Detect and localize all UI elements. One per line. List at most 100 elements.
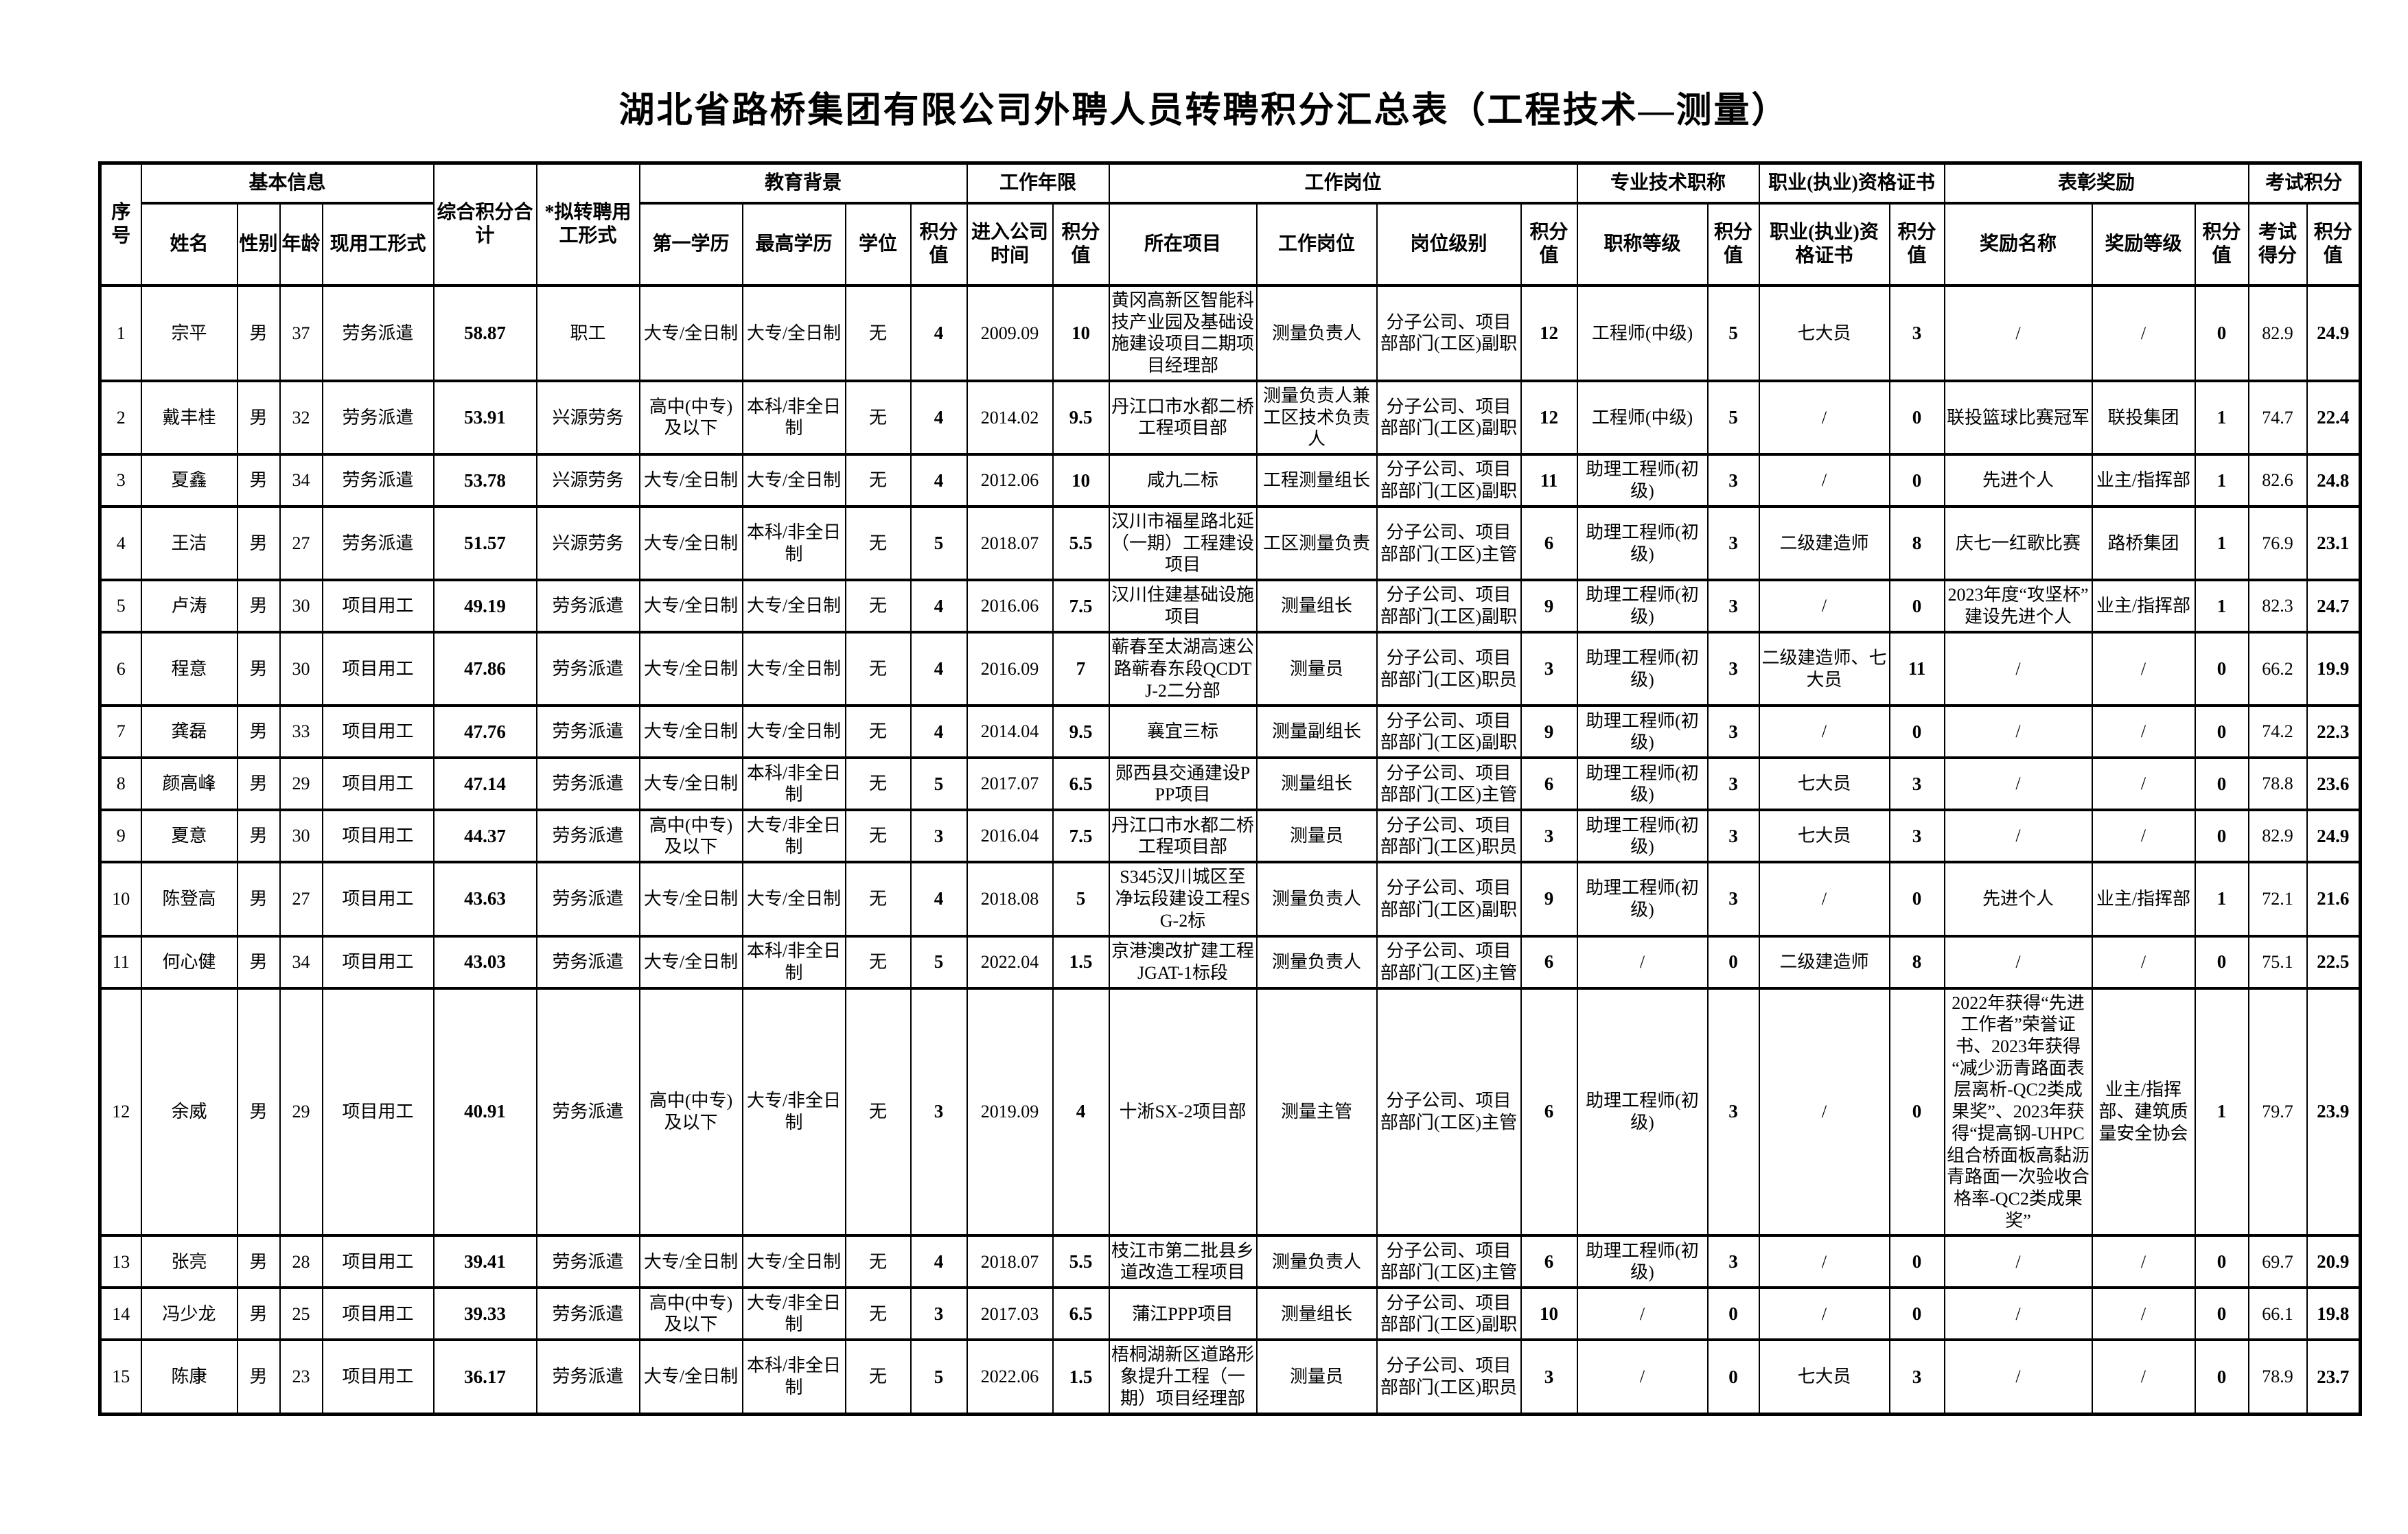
table-cell: 七大员 xyxy=(1758,756,1890,812)
table-cell: 项目用工 xyxy=(321,579,435,634)
table-cell: 58.87 xyxy=(432,284,537,382)
table-cell: 助理工程师(初级) xyxy=(1576,505,1709,582)
table-cell: 大专/全日制 xyxy=(638,934,743,990)
table-cell: 无 xyxy=(844,986,912,1237)
table-cell: 76.9 xyxy=(2247,505,2308,582)
table-cell: / xyxy=(1758,579,1890,634)
table-cell: 余威 xyxy=(140,986,238,1237)
table-cell: 大专/非全日制 xyxy=(741,1286,846,1342)
table-cell: 9 xyxy=(99,809,142,864)
column-header: 进入公司时间 xyxy=(966,202,1054,287)
table-cell: 53.78 xyxy=(432,453,537,509)
table-cell: 测量组长 xyxy=(1255,756,1378,812)
table-cell: 张亮 xyxy=(140,1234,238,1290)
table-cell: 3 xyxy=(1520,631,1578,708)
table-cell: 0 xyxy=(1888,453,1945,509)
table-cell: 业主/指挥部 xyxy=(2091,453,2196,509)
table-cell: 分子公司、项目部部门(工区)副职 xyxy=(1376,379,1522,456)
table-cell: 劳务派遣 xyxy=(535,1286,640,1342)
header-group-row: 序号 基本信息 综合积分合计 *拟转聘用工形式 教育背景 工作年限 工作岗位 专业技术职称 职业… xyxy=(99,161,2361,287)
table-cell: 二级建造师 xyxy=(1758,934,1890,990)
table-cell: 七大员 xyxy=(1758,809,1890,864)
table-cell: 本科/非全日制 xyxy=(741,379,846,456)
table-cell: 19.9 xyxy=(2306,631,2361,708)
table-cell: 分子公司、项目部部门(工区)副职 xyxy=(1376,284,1522,382)
table-cell: 5.5 xyxy=(1052,505,1110,582)
table-cell: 20.9 xyxy=(2306,1234,2361,1290)
table-cell: / xyxy=(1943,704,2093,760)
table-cell: 2016.09 xyxy=(966,631,1054,708)
table-cell: 无 xyxy=(844,379,912,456)
table-cell: 78.8 xyxy=(2247,756,2308,812)
table-cell: 劳务派遣 xyxy=(535,704,640,760)
table-cell: 王洁 xyxy=(140,505,238,582)
table-cell: 82.6 xyxy=(2247,453,2308,509)
table-cell: 测量负责人兼工区技术负责人 xyxy=(1255,379,1378,456)
table-cell: 2014.04 xyxy=(966,704,1054,760)
table-cell: 6.5 xyxy=(1052,756,1110,812)
table-cell: 大专/全日制 xyxy=(741,453,846,509)
table-cell: 3 xyxy=(1706,704,1760,760)
table-cell: 项目用工 xyxy=(321,756,435,812)
table-body: 1 宗平男 37 劳务派遣 58.87 职工 大专/全日制 大专/全日制无 4 2009.09 10… xyxy=(99,284,2361,1416)
table-cell: 8 xyxy=(99,756,142,812)
table-cell: 3 xyxy=(1888,756,1945,812)
table-cell: 无 xyxy=(844,579,912,634)
table-cell: 无 xyxy=(844,505,912,582)
table-cell: 3 xyxy=(1706,861,1760,938)
table-cell: 78.9 xyxy=(2247,1338,2308,1416)
table-row: 14 冯少龙男 25 项目用工 39.33 劳务派遣 高中(中专)及以下 大专/非全日制无 3 2… xyxy=(99,1286,2361,1342)
column-group-header: 职业(执业)资格证书 xyxy=(1758,161,1945,205)
table-cell: 34 xyxy=(279,934,323,990)
table-cell: 2019.09 xyxy=(966,986,1054,1237)
table-cell: / xyxy=(2091,1234,2196,1290)
table-cell: 梧桐湖新区道路形象提升工程（一期）项目经理部 xyxy=(1108,1338,1258,1416)
table-cell: 47.14 xyxy=(432,756,537,812)
table-cell: 男 xyxy=(236,284,281,382)
table-cell: 职工 xyxy=(535,284,640,382)
column-group-header: 专业技术职称 xyxy=(1576,161,1760,205)
table-cell: 助理工程师(初级) xyxy=(1576,809,1709,864)
table-cell: 劳务派遣 xyxy=(321,284,435,382)
table-cell: 27 xyxy=(279,861,323,938)
table-cell: 本科/非全日制 xyxy=(741,934,846,990)
table-cell: 分子公司、项目部部门(工区)副职 xyxy=(1376,579,1522,634)
table-cell: 29 xyxy=(279,756,323,812)
table-cell: 襄宜三标 xyxy=(1108,704,1258,760)
table-cell: 1 xyxy=(2194,861,2249,938)
table-cell: 3 xyxy=(1520,809,1578,864)
table-cell: / xyxy=(1576,1338,1709,1416)
table-cell: 无 xyxy=(844,1286,912,1342)
column-header: 积分值 xyxy=(1706,202,1760,287)
table-cell: 分子公司、项目部部门(工区)主管 xyxy=(1376,1234,1522,1290)
table-cell: 郧西县交通建设PPP项目 xyxy=(1108,756,1258,812)
table-cell: 本科/非全日制 xyxy=(741,756,846,812)
table-cell: 高中(中专)及以下 xyxy=(638,379,743,456)
table-cell: 高中(中专)及以下 xyxy=(638,1286,743,1342)
table-cell: 0 xyxy=(2194,756,2249,812)
table-cell: 43.63 xyxy=(432,861,537,938)
table-cell: 3 xyxy=(1888,284,1945,382)
table-cell: 30 xyxy=(279,579,323,634)
table-cell: / xyxy=(1758,1234,1890,1290)
column-header: 工作岗位 xyxy=(1255,202,1378,287)
table-row: 12 余威男 29 项目用工 40.91 劳务派遣 高中(中专)及以下 大专/非全日制无 3 20… xyxy=(99,986,2361,1237)
table-cell: 大专/全日制 xyxy=(638,756,743,812)
column-group-header: 综合积分合计 xyxy=(432,161,537,287)
table-cell: 0 xyxy=(2194,704,2249,760)
table-cell: 项目用工 xyxy=(321,1338,435,1416)
table-cell: / xyxy=(1943,1338,2093,1416)
table-cell: 0 xyxy=(1706,934,1760,990)
table-cell: S345汉川城区至净坛段建设工程SG-2标 xyxy=(1108,861,1258,938)
column-group-header: 基本信息 xyxy=(140,161,435,205)
table-cell: 大专/非全日制 xyxy=(741,986,846,1237)
table-cell: 男 xyxy=(236,453,281,509)
table-cell: 4 xyxy=(910,284,968,382)
column-header: 所在项目 xyxy=(1108,202,1258,287)
column-header: 职业(执业)资格证书 xyxy=(1758,202,1890,287)
table-cell: 32 xyxy=(279,379,323,456)
table-cell: 分子公司、项目部部门(工区)副职 xyxy=(1376,453,1522,509)
table-row: 9 夏意男 30 项目用工 44.37 劳务派遣 高中(中专)及以下 大专/非全日制无 3 201… xyxy=(99,809,2361,864)
table-cell: 先进个人 xyxy=(1943,861,2093,938)
table-cell: 2023年度“攻坚杯”建设先进个人 xyxy=(1943,579,2093,634)
